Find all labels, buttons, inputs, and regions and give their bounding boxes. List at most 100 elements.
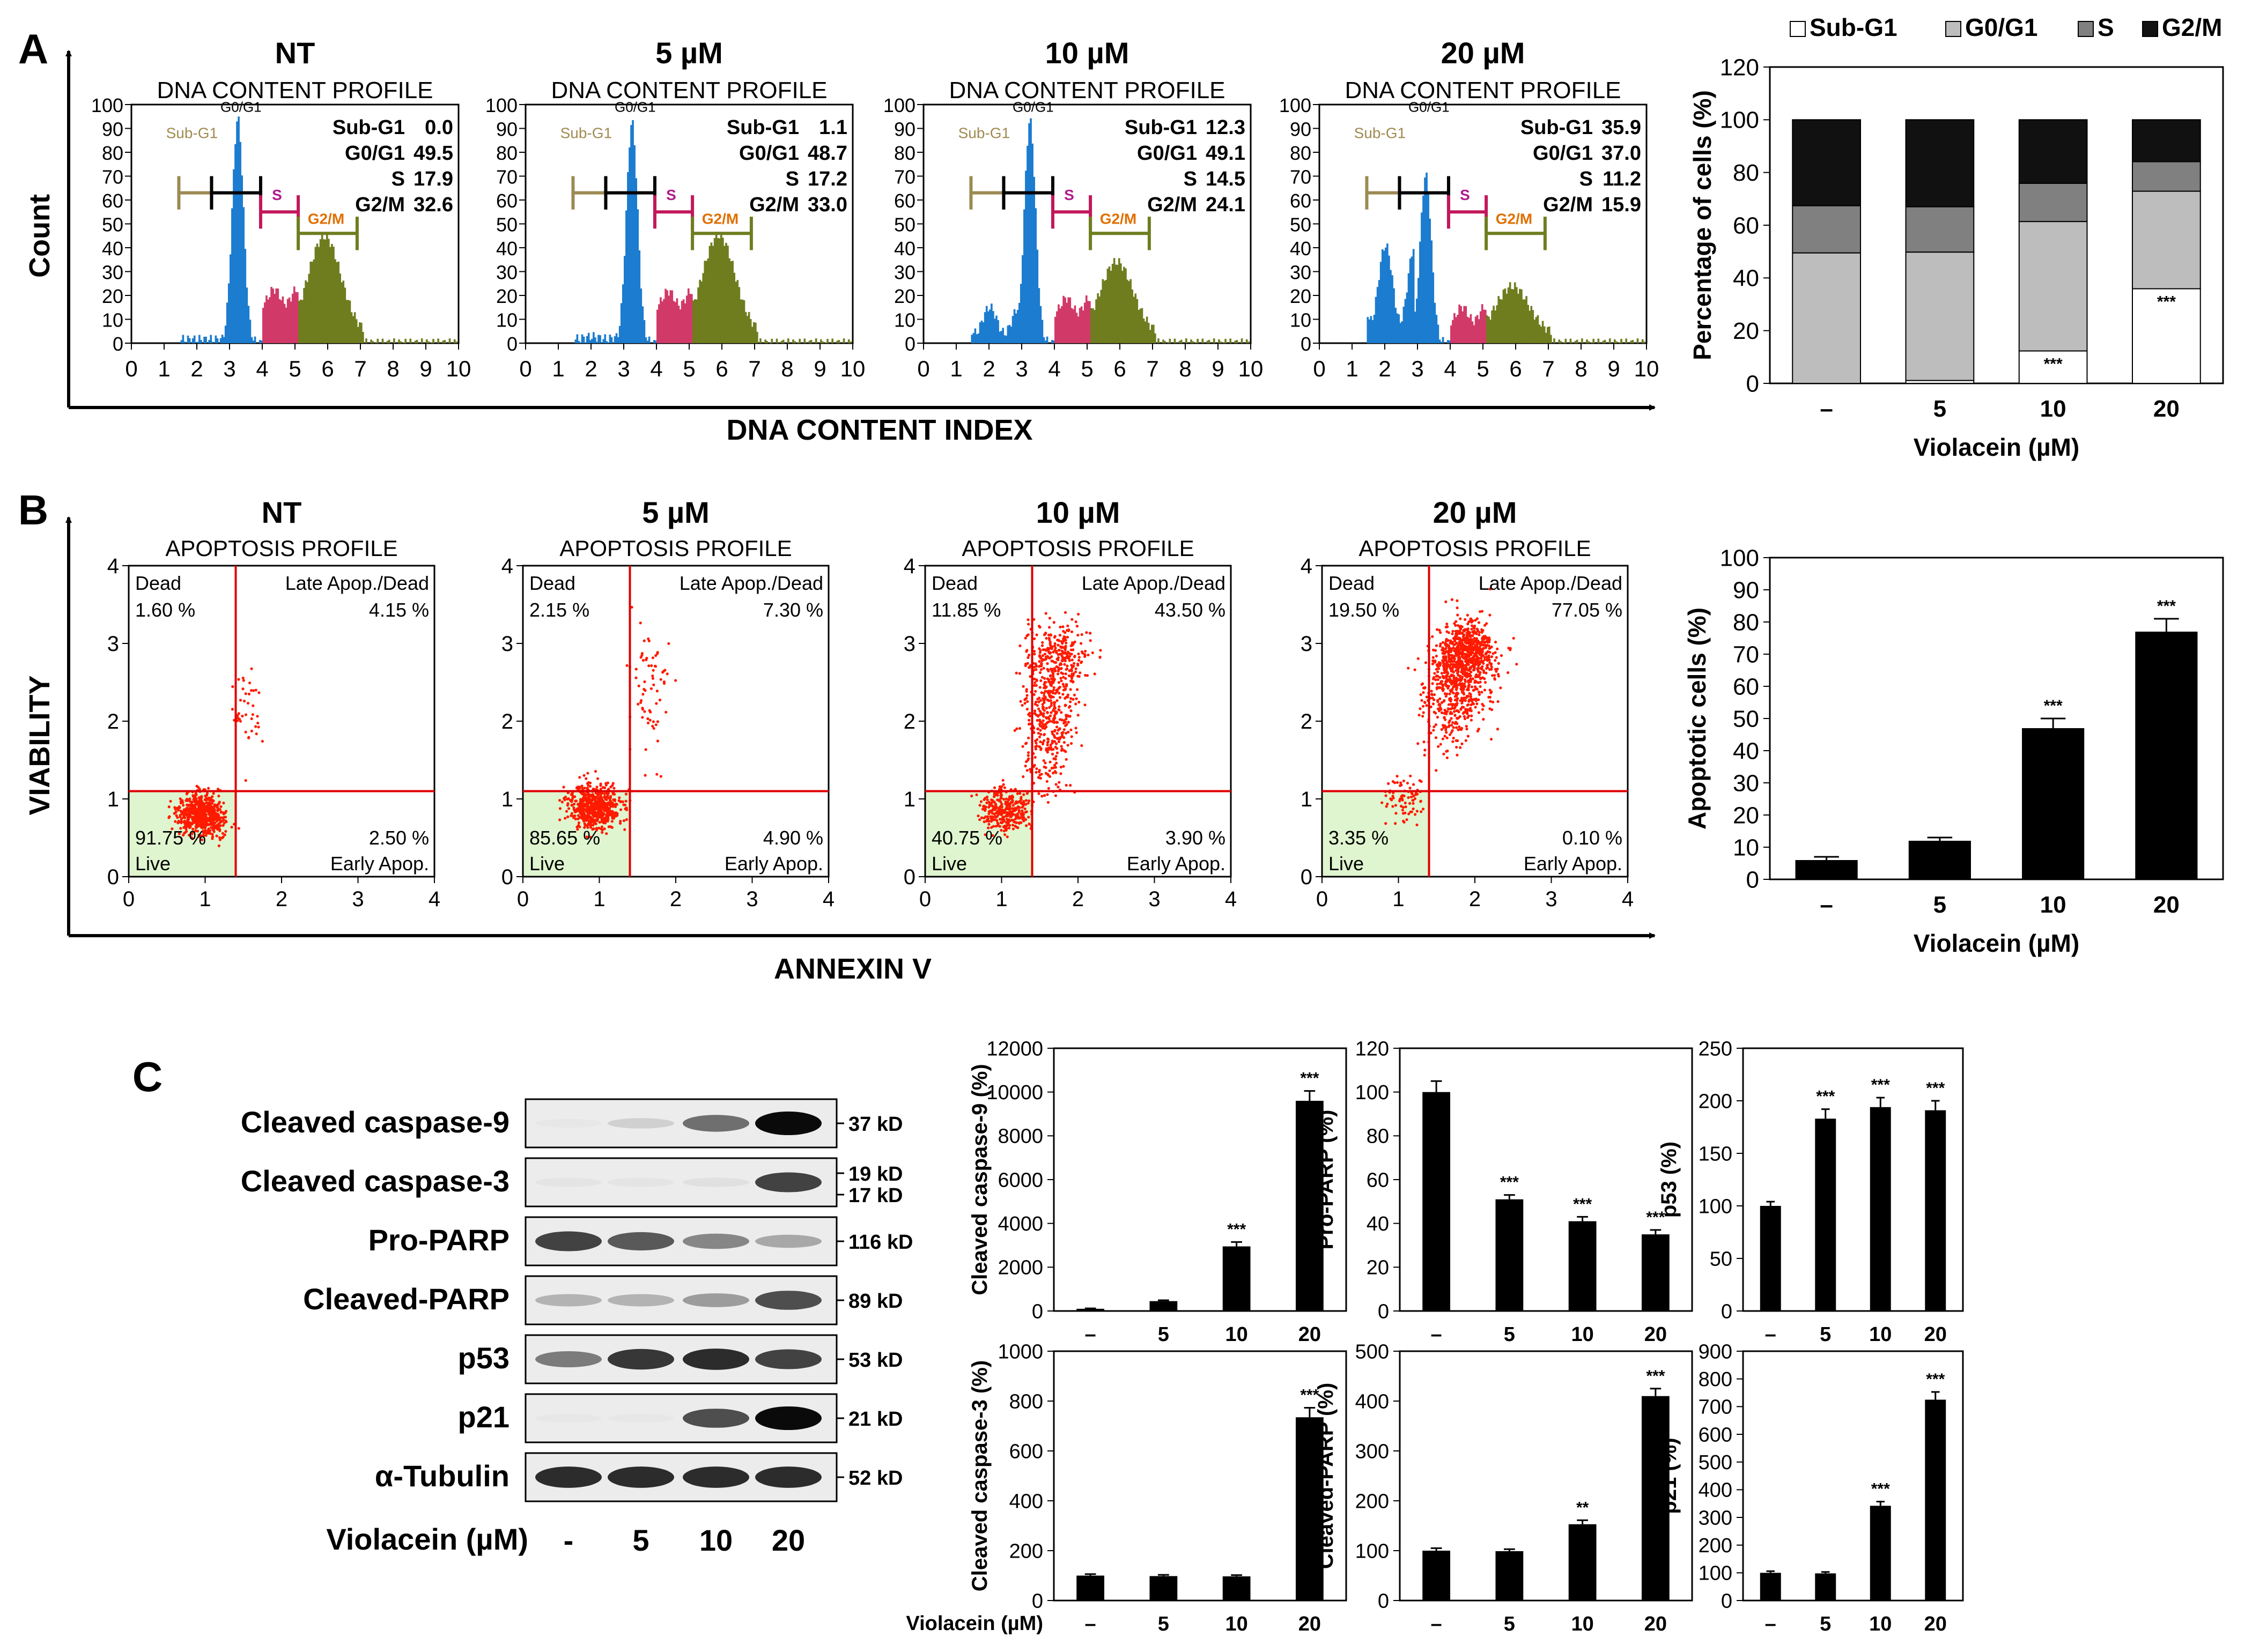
scatter-point xyxy=(1028,654,1031,657)
scatter-point xyxy=(1456,666,1459,669)
scatter-point xyxy=(1058,696,1062,699)
y-tick-label: 100 xyxy=(485,94,518,116)
histogram-bin xyxy=(1608,338,1611,343)
quadrant-label-late: Late Apop./Dead xyxy=(1479,572,1622,594)
y-axis-label: Pro-PARP (%) xyxy=(1314,1110,1338,1250)
scatter-point xyxy=(985,819,988,823)
scatter-point xyxy=(1055,710,1058,714)
scatter-point xyxy=(1429,731,1433,735)
histogram-bin xyxy=(991,303,993,343)
scatter-point xyxy=(1064,677,1067,680)
subg1-gate-label: Sub-G1 xyxy=(166,124,218,141)
scatter-point xyxy=(1032,649,1036,653)
scatter-point xyxy=(1044,772,1047,775)
histogram-bin xyxy=(1460,306,1462,343)
stacked-bar-g2m xyxy=(1792,119,1861,206)
y-tick-label: 120 xyxy=(1720,54,1759,80)
stacked-bar-g0g1 xyxy=(1792,252,1861,384)
scatter-point xyxy=(1452,726,1455,729)
scatter-point xyxy=(996,814,999,818)
histogram-bin xyxy=(1407,273,1410,343)
histogram-bin xyxy=(283,303,286,343)
scatter-point xyxy=(217,827,220,831)
y-tick-label: 20 xyxy=(1290,285,1311,307)
scatter-point xyxy=(1027,633,1030,636)
scatter-point xyxy=(1008,805,1011,808)
y-tick-label: 90 xyxy=(102,118,123,140)
scatter-point xyxy=(1473,681,1476,684)
subg1-gate-label: Sub-G1 xyxy=(1354,124,1406,141)
scatter-point xyxy=(1408,787,1412,790)
histogram-bin xyxy=(673,301,675,343)
scatter-point xyxy=(1490,665,1493,669)
histogram-bin xyxy=(633,145,636,343)
blot-row-4: Cleaved-PARP 89 kD xyxy=(303,1275,903,1325)
x-tick-label: 3 xyxy=(1015,356,1028,381)
scatter-point xyxy=(978,818,981,821)
scatter-point xyxy=(1052,695,1055,699)
scatter-point xyxy=(1474,697,1478,701)
x-tick-label: 5 xyxy=(1933,396,1946,422)
histogram-bin xyxy=(682,299,685,343)
scatter-point xyxy=(1020,802,1023,805)
scatter-point xyxy=(1028,666,1031,669)
scatter-point xyxy=(572,806,575,809)
scatter-point xyxy=(1040,664,1043,668)
blot-band xyxy=(535,1413,602,1423)
histogram-bin xyxy=(1604,339,1606,343)
bar xyxy=(1076,1308,1105,1311)
scatter-point xyxy=(1496,647,1499,650)
histogram-bin xyxy=(677,306,680,343)
scatter-point xyxy=(1440,672,1444,675)
scatter-point xyxy=(600,825,603,828)
scatter-point xyxy=(1468,672,1471,676)
scatter-point xyxy=(207,796,211,799)
quadrant-value-live: 40.75 % xyxy=(932,827,1002,849)
y-tick-label: 100 xyxy=(1720,107,1759,134)
histogram-bin xyxy=(249,320,252,343)
scatter-point xyxy=(1004,827,1007,830)
scatter-point xyxy=(1442,687,1445,691)
scatter-point xyxy=(667,642,670,645)
scatter-point xyxy=(651,677,655,680)
histogram-bin xyxy=(345,300,348,343)
histogram-bin xyxy=(679,309,682,343)
scatter-point xyxy=(592,797,596,800)
scatter-point xyxy=(1443,716,1446,719)
scatter-point xyxy=(1065,714,1068,717)
scatter-point xyxy=(1053,644,1057,648)
scatter-point xyxy=(222,802,225,805)
scatter-point xyxy=(586,798,589,802)
scatter-point xyxy=(1042,715,1045,718)
histogram-bin xyxy=(1406,292,1408,343)
scatter-point xyxy=(563,797,566,800)
scatter-point xyxy=(1040,691,1043,694)
scatter-point xyxy=(183,825,187,828)
scatter-point xyxy=(1039,713,1042,716)
scatter-point xyxy=(1459,708,1463,711)
histogram-bin xyxy=(1558,339,1560,343)
scatter-point xyxy=(1053,669,1057,672)
y-tick-label: 250 xyxy=(1699,1038,1732,1060)
scatter-point xyxy=(1086,674,1089,677)
scatter-point xyxy=(1027,713,1030,716)
scatter-point xyxy=(216,787,220,791)
scatter-point xyxy=(1411,792,1414,795)
scatter-point xyxy=(586,772,589,775)
histogram-bin xyxy=(1636,338,1639,343)
scatter-point xyxy=(643,710,646,713)
y-axis-label: Cleaved caspase-9 (%) xyxy=(968,1064,992,1295)
scatter-point xyxy=(587,781,590,784)
scatter-point xyxy=(588,820,592,823)
scatter-point xyxy=(1054,794,1058,797)
significance-label: *** xyxy=(1871,1480,1890,1498)
scatter-point xyxy=(1469,667,1472,670)
y-tick-label: 200 xyxy=(1699,1090,1732,1113)
scatter-point xyxy=(1064,703,1067,707)
scatter-point xyxy=(1005,821,1008,824)
scatter-point xyxy=(651,656,654,660)
scatter-point xyxy=(1445,725,1448,729)
scatter-point xyxy=(1054,783,1058,786)
y-tick-label: 600 xyxy=(1699,1424,1732,1446)
blot-lane-label: - xyxy=(564,1523,574,1557)
